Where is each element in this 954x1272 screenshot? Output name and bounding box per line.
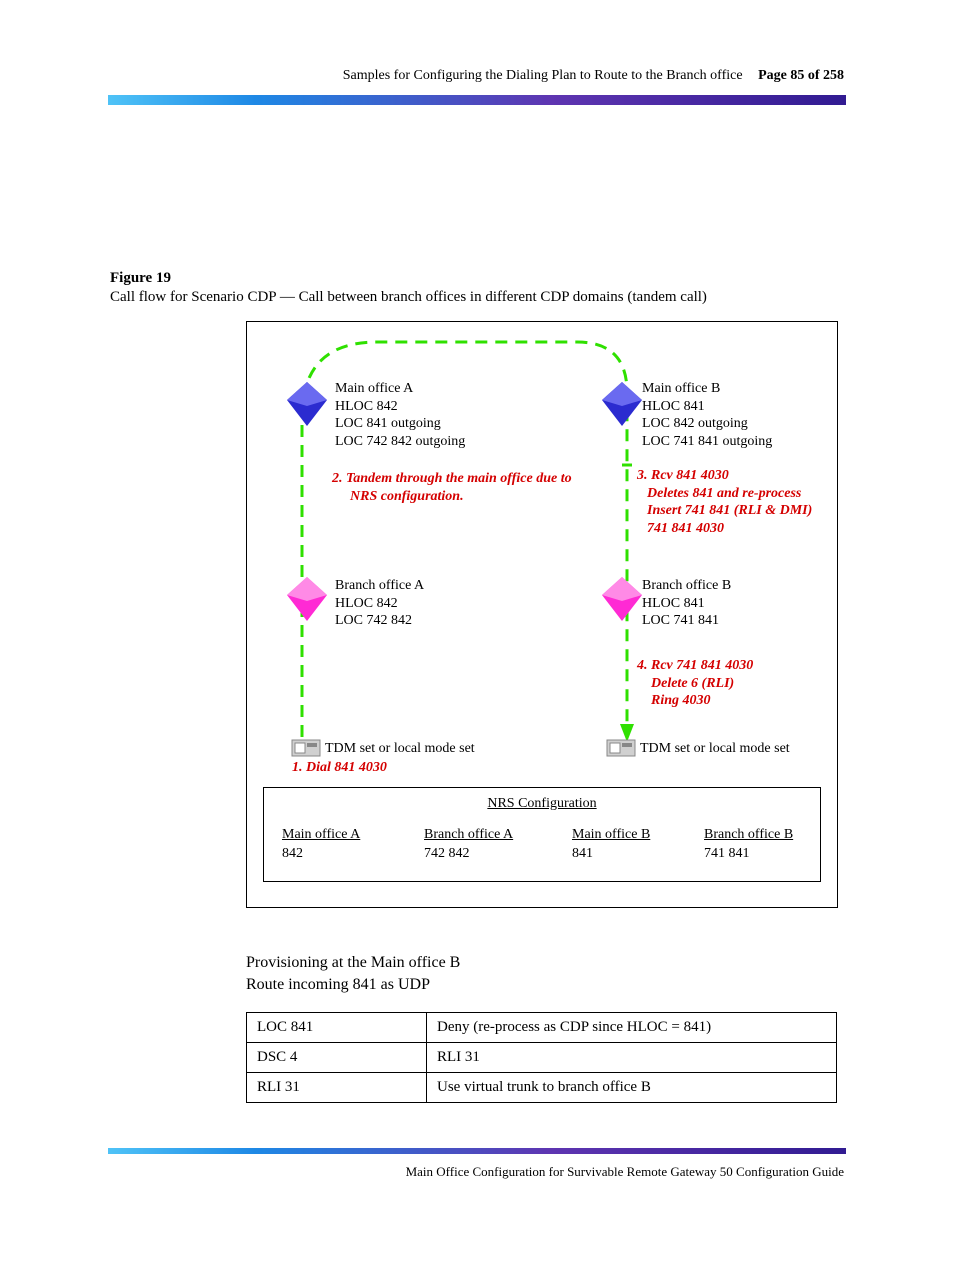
nrs-title: NRS Configuration (264, 796, 820, 812)
page-number: Page 85 of 258 (758, 68, 844, 83)
nrs-col2-v: 841 (572, 845, 650, 864)
main-office-b-label: Main office B HLOC 841 LOC 842 outgoing … (642, 380, 772, 450)
intro-l2: Route incoming 841 as UDP (246, 974, 460, 996)
figure-caption: Call flow for Scenario CDP — Call betwee… (110, 289, 707, 306)
phone-right-icon (607, 740, 635, 756)
nrs-col-1: Branch office A 742 842 (424, 826, 513, 864)
step-2-text: 2. Tandem through the main office due to… (332, 470, 622, 505)
footer-gradient-bar (108, 1148, 846, 1154)
intro-l1: Provisioning at the Main office B (246, 952, 460, 974)
main-b-l1: Main office B (642, 380, 772, 398)
cell-r2c1: Use virtual trunk to branch office B (427, 1073, 837, 1103)
step-4-text: 4. Rcv 741 841 4030 Delete 6 (RLI) Ring … (637, 657, 837, 710)
main-b-l2: HLOC 841 (642, 398, 772, 416)
step-3-text: 3. Rcv 841 4030 Deletes 841 and re-proce… (637, 467, 837, 537)
arrowhead-icon (620, 724, 634, 742)
nrs-config-box: NRS Configuration Main office A 842 Bran… (263, 787, 821, 882)
nrs-col1-h: Branch office A (424, 826, 513, 845)
nrs-col-2: Main office B 841 (572, 826, 650, 864)
cell-r2c0: RLI 31 (247, 1073, 427, 1103)
branch-office-b-node (602, 577, 642, 621)
step3-l2: Deletes 841 and re-process (637, 485, 837, 503)
footer-text: Main Office Configuration for Survivable… (406, 1164, 844, 1180)
table-row: RLI 31 Use virtual trunk to branch offic… (247, 1073, 837, 1103)
branch-a-l2: HLOC 842 (335, 595, 424, 613)
main-b-l4: LOC 741 841 outgoing (642, 433, 772, 451)
header-gradient-bar (108, 95, 846, 105)
step2-l1: 2. Tandem through the main office due to (332, 470, 622, 488)
figure-number: Figure 19 (110, 270, 171, 286)
main-a-l2: HLOC 842 (335, 398, 465, 416)
nrs-col2-h: Main office B (572, 826, 650, 845)
section-intro: Provisioning at the Main office B Route … (246, 952, 460, 997)
step3-l4: 741 841 4030 (637, 520, 837, 538)
main-a-l3: LOC 841 outgoing (335, 415, 465, 433)
section-title-text: Samples for Configuring the Dialing Plan… (343, 68, 743, 83)
nrs-col0-h: Main office A (282, 826, 360, 845)
main-office-b-node (602, 382, 642, 426)
nrs-col-0: Main office A 842 (282, 826, 360, 864)
page-header: Samples for Configuring the Dialing Plan… (343, 68, 844, 84)
branch-b-l3: LOC 741 841 (642, 612, 731, 630)
nrs-col0-v: 842 (282, 845, 360, 864)
nrs-col3-h: Branch office B (704, 826, 793, 845)
step4-l3: Ring 4030 (637, 692, 837, 710)
step4-l1: 4. Rcv 741 841 4030 (637, 657, 837, 675)
branch-a-l1: Branch office A (335, 577, 424, 595)
main-a-l4: LOC 742 842 outgoing (335, 433, 465, 451)
branch-office-b-label: Branch office B HLOC 841 LOC 741 841 (642, 577, 731, 630)
main-b-l3: LOC 842 outgoing (642, 415, 772, 433)
tdm-left-label: TDM set or local mode set (325, 740, 475, 758)
table-row: DSC 4 RLI 31 (247, 1043, 837, 1073)
branch-office-a-label: Branch office A HLOC 842 LOC 742 842 (335, 577, 424, 630)
cell-r0c0: LOC 841 (247, 1013, 427, 1043)
step3-l3: Insert 741 841 (RLI & DMI) (637, 502, 837, 520)
branch-office-a-node (287, 577, 327, 621)
table-row: LOC 841 Deny (re-process as CDP since HL… (247, 1013, 837, 1043)
step4-l2: Delete 6 (RLI) (637, 675, 837, 693)
main-office-a-node (287, 382, 327, 426)
nrs-col3-v: 741 841 (704, 845, 793, 864)
figure-title: Figure 19 Call flow for Scenario CDP — C… (110, 270, 707, 306)
branch-b-l2: HLOC 841 (642, 595, 731, 613)
cell-r1c1: RLI 31 (427, 1043, 837, 1073)
branch-a-l3: LOC 742 842 (335, 612, 424, 630)
step3-l1: 3. Rcv 841 4030 (637, 467, 837, 485)
nrs-col1-v: 742 842 (424, 845, 513, 864)
dial-text: 1. Dial 841 4030 (292, 759, 387, 777)
main-office-a-label: Main office A HLOC 842 LOC 841 outgoing … (335, 380, 465, 450)
cell-r0c1: Deny (re-process as CDP since HLOC = 841… (427, 1013, 837, 1043)
tdm-right-label: TDM set or local mode set (640, 740, 790, 758)
provisioning-table: LOC 841 Deny (re-process as CDP since HL… (246, 1012, 837, 1103)
step2-l2: NRS configuration. (332, 488, 622, 506)
branch-b-l1: Branch office B (642, 577, 731, 595)
nrs-col-3: Branch office B 741 841 (704, 826, 793, 864)
cell-r1c0: DSC 4 (247, 1043, 427, 1073)
phone-left-icon (292, 740, 320, 756)
main-a-l1: Main office A (335, 380, 465, 398)
diagram-container: Main office A HLOC 842 LOC 841 outgoing … (246, 321, 838, 908)
